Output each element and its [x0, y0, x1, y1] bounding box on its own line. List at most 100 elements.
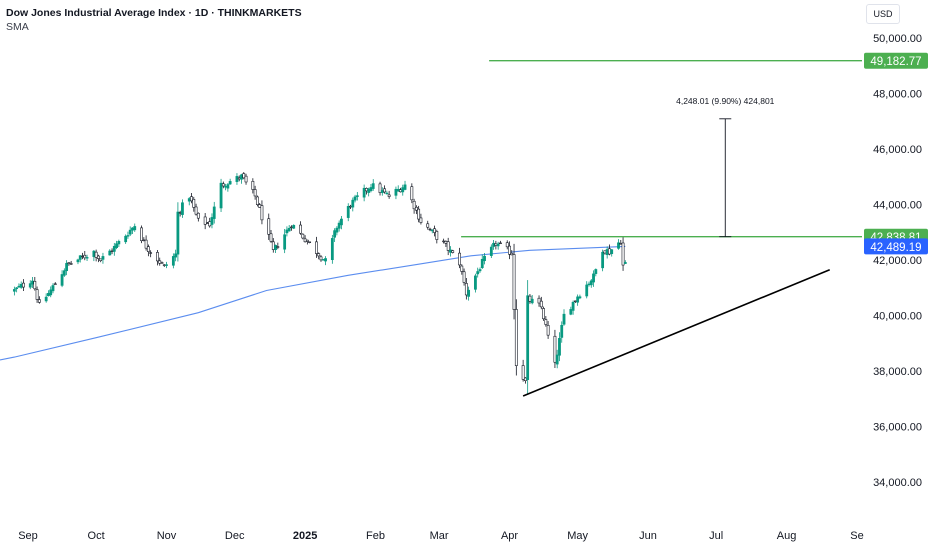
x-tick-label: Se: [850, 530, 863, 542]
candle-body: [435, 231, 439, 240]
candle-42: [144, 235, 148, 251]
candle-body: [108, 250, 112, 256]
candle-179: [578, 294, 582, 300]
candle-162: [526, 280, 530, 394]
candle-body: [62, 270, 66, 276]
candle-76: [253, 185, 257, 200]
price-axis[interactable]: 34,000.00 36,000.00 38,000.00 40,000.00 42,0…: [873, 33, 922, 489]
candle-body: [15, 287, 19, 290]
candle-44: [149, 250, 153, 258]
candle-body: [512, 254, 516, 310]
candle-181: [587, 281, 591, 287]
candle-152: [494, 240, 498, 250]
candle-body: [587, 283, 591, 286]
candle-180: [585, 281, 589, 299]
candle-body: [251, 181, 255, 190]
candle-body: [340, 218, 343, 226]
time-axis[interactable]: Sep Oct Nov Dec 2025 Feb Mar Apr May Jun Jul Aug Se: [18, 530, 864, 542]
candle-30: [108, 249, 112, 256]
candle-body: [337, 222, 341, 229]
candle-124: [403, 180, 407, 191]
candle-68: [226, 183, 230, 192]
candle-3: [19, 281, 23, 289]
price-range-measure[interactable]: 4,248.01 (9.90%) 424,801: [676, 96, 775, 238]
candle-32: [112, 242, 116, 256]
candle-134: [435, 229, 439, 244]
candle-6: [31, 276, 34, 288]
candle-body: [553, 335, 557, 363]
candle-body: [244, 175, 248, 183]
candle-body: [319, 256, 323, 261]
candle-35: [124, 234, 128, 244]
candle-117: [383, 185, 386, 194]
candle-body: [353, 196, 357, 201]
candle-body: [176, 211, 180, 255]
candle-body: [19, 283, 23, 288]
candle-body: [589, 280, 593, 286]
candle-26: [94, 249, 98, 262]
candle-126: [412, 198, 416, 214]
candle-0: [12, 286, 16, 296]
candle-body: [623, 262, 627, 264]
candle-body: [571, 301, 575, 311]
candle-9: [37, 296, 41, 304]
candle-156: [508, 241, 511, 260]
candle-15: [60, 270, 64, 288]
candle-13: [51, 283, 55, 294]
candle-body: [467, 289, 471, 297]
trendline[interactable]: [522, 268, 831, 397]
candle-96: [317, 252, 321, 260]
candle-183: [592, 270, 595, 287]
candle-body: [446, 241, 450, 251]
candle-body: [585, 284, 589, 297]
candle-25: [92, 250, 96, 262]
candle-123: [401, 184, 405, 196]
candle-161: [523, 377, 527, 384]
candle-body: [505, 242, 509, 248]
candle-85: [283, 228, 287, 254]
candle-172: [558, 332, 561, 362]
indicator-label[interactable]: SMA: [6, 21, 29, 33]
candle-191: [619, 240, 623, 245]
candle-body: [308, 241, 312, 243]
candle-153: [496, 241, 500, 250]
candle-body: [378, 183, 382, 193]
candle-body: [380, 190, 384, 194]
x-tick-label: Nov: [157, 530, 177, 542]
candle-10: [44, 293, 48, 303]
candle-51: [174, 249, 178, 262]
candle-body: [171, 256, 175, 266]
candle-body: [514, 309, 518, 366]
candle-body: [526, 295, 530, 380]
candle-body: [142, 239, 146, 241]
candle-body: [212, 206, 216, 219]
candle-75: [251, 178, 255, 194]
candle-165: [537, 295, 541, 307]
y-tick-label: 40,000.00: [873, 311, 922, 323]
candle-body: [546, 325, 550, 336]
currency-button[interactable]: USD: [866, 4, 900, 24]
candle-157: [510, 250, 514, 256]
x-tick-label: Aug: [777, 530, 797, 542]
candle-body: [394, 188, 398, 196]
candle-body: [140, 227, 143, 242]
candle-body: [451, 250, 455, 253]
candle-146: [476, 267, 480, 278]
candle-body: [483, 255, 486, 262]
candle-body: [508, 245, 511, 255]
candle-110: [362, 184, 366, 202]
candle-body: [242, 173, 246, 179]
candle-63: [210, 213, 214, 229]
candle-17: [65, 260, 69, 276]
candle-74: [244, 173, 248, 185]
candle-58: [194, 203, 198, 216]
candle-38: [131, 227, 134, 234]
candle-body: [462, 271, 466, 283]
candle-128: [417, 205, 421, 223]
candle-7: [33, 276, 37, 291]
candle-190: [617, 239, 620, 250]
candle-body: [494, 243, 498, 246]
candle-28: [99, 258, 103, 263]
